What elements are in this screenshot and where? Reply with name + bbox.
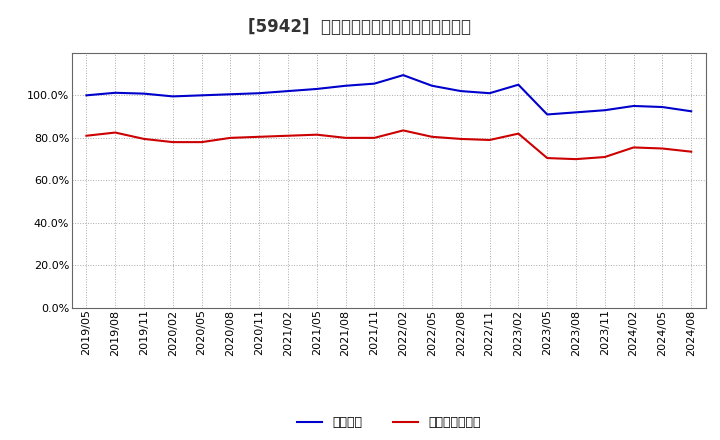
固定比率 bbox=[197, 93, 206, 98]
固定比率 bbox=[428, 83, 436, 88]
固定比率 bbox=[399, 73, 408, 78]
固定長期適合率 bbox=[572, 157, 580, 162]
固定比率 bbox=[82, 93, 91, 98]
固定長期適合率 bbox=[687, 149, 696, 154]
固定長期適合率 bbox=[600, 154, 609, 160]
固定長期適合率 bbox=[399, 128, 408, 133]
Legend: 固定比率, 固定長期適合率: 固定比率, 固定長期適合率 bbox=[292, 411, 486, 434]
固定長期適合率 bbox=[312, 132, 321, 137]
固定長期適合率 bbox=[543, 155, 552, 161]
固定比率 bbox=[111, 90, 120, 95]
固定比率 bbox=[456, 88, 465, 94]
固定比率 bbox=[658, 104, 667, 110]
Text: [5942]  固定比率、固定長期適合率の推移: [5942] 固定比率、固定長期適合率の推移 bbox=[248, 18, 472, 36]
固定長期適合率 bbox=[140, 136, 148, 142]
固定長期適合率 bbox=[428, 134, 436, 139]
固定長期適合率 bbox=[82, 133, 91, 139]
Line: 固定長期適合率: 固定長期適合率 bbox=[86, 130, 691, 159]
固定比率 bbox=[140, 91, 148, 96]
固定比率 bbox=[168, 94, 177, 99]
固定比率 bbox=[312, 86, 321, 92]
固定比率 bbox=[255, 91, 264, 96]
固定比率 bbox=[226, 92, 235, 97]
固定比率 bbox=[543, 112, 552, 117]
固定長期適合率 bbox=[197, 139, 206, 145]
固定比率 bbox=[284, 88, 292, 94]
固定長期適合率 bbox=[226, 135, 235, 140]
固定長期適合率 bbox=[111, 130, 120, 135]
固定長期適合率 bbox=[456, 136, 465, 142]
固定長期適合率 bbox=[341, 135, 350, 140]
固定長期適合率 bbox=[284, 133, 292, 139]
固定長期適合率 bbox=[629, 145, 638, 150]
固定比率 bbox=[514, 82, 523, 87]
固定比率 bbox=[600, 107, 609, 113]
固定長期適合率 bbox=[514, 131, 523, 136]
固定比率 bbox=[341, 83, 350, 88]
固定長期適合率 bbox=[658, 146, 667, 151]
固定長期適合率 bbox=[168, 139, 177, 145]
固定長期適合率 bbox=[255, 134, 264, 139]
固定比率 bbox=[370, 81, 379, 86]
固定長期適合率 bbox=[370, 135, 379, 140]
固定長期適合率 bbox=[485, 137, 494, 143]
固定比率 bbox=[687, 109, 696, 114]
固定比率 bbox=[485, 91, 494, 96]
固定比率 bbox=[572, 110, 580, 115]
固定比率 bbox=[629, 103, 638, 109]
Line: 固定比率: 固定比率 bbox=[86, 75, 691, 114]
